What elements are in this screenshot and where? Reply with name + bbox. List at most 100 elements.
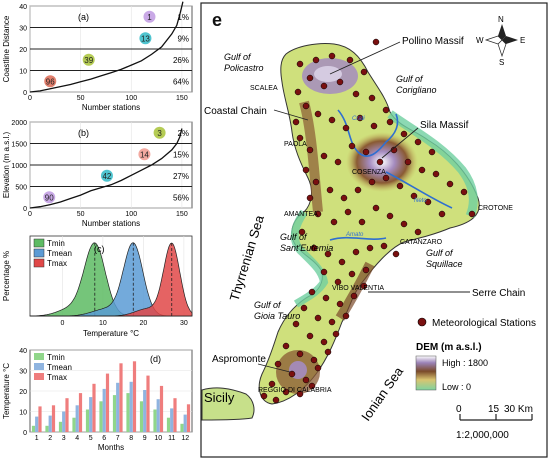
- compass-icon: N E S W: [476, 15, 525, 67]
- x-tick-label: 1: [35, 435, 39, 442]
- svg-text:S: S: [499, 58, 504, 67]
- y-axis-label: Percentage %: [2, 251, 11, 301]
- sicily-landmass: [201, 387, 255, 421]
- legend-entry: Tmax: [47, 259, 67, 268]
- station-marker: [386, 212, 394, 220]
- bar: [143, 390, 147, 432]
- station-marker: [404, 158, 412, 166]
- label-coastal-chain: Coastal Chain: [204, 106, 267, 117]
- bar: [38, 406, 42, 432]
- coastal-chain-highland: [299, 100, 323, 213]
- x-axis-label: Number stations: [82, 103, 140, 112]
- bar: [186, 404, 191, 432]
- station-marker: [348, 270, 356, 278]
- station-marker: [400, 130, 408, 138]
- legend-entry: Tmean: [47, 363, 72, 372]
- band-percentage-label: 2%: [177, 129, 189, 138]
- count-circle-label: 90: [45, 193, 54, 202]
- band-percentage-label: 27%: [173, 172, 189, 181]
- station-marker: [382, 106, 390, 114]
- station-marker: [328, 116, 336, 124]
- station-marker: [348, 142, 356, 150]
- station-marker: [328, 318, 336, 326]
- legend-entry: Tmin: [47, 353, 65, 362]
- legend-swatch: [34, 373, 44, 380]
- y-tick-label: 40: [19, 4, 27, 11]
- station-marker: [294, 88, 302, 96]
- station-marker: [306, 194, 314, 202]
- label-amantea: AMANTEA: [284, 211, 318, 218]
- chart-b: 2% 15% 27% 56% 3 14 42 90 (b) 0 500 1000 1500 2000 0 50…: [2, 120, 193, 228]
- bar: [51, 405, 56, 432]
- band-percentage-label: 26%: [173, 56, 189, 65]
- station-marker: [362, 266, 370, 274]
- band-percentage-label: 56%: [173, 193, 189, 202]
- station-marker: [362, 148, 370, 156]
- count-circle: [100, 169, 113, 182]
- bar: [78, 393, 83, 432]
- station-marker: [314, 364, 322, 372]
- legend-dem-low: Low : 0: [442, 382, 471, 392]
- station-marker: [432, 170, 440, 178]
- station-marker: [274, 360, 282, 368]
- station-marker: [330, 218, 338, 226]
- station-marker: [334, 158, 342, 166]
- bar: [58, 421, 63, 433]
- callout-line: [273, 109, 309, 121]
- station-marker: [468, 210, 476, 218]
- x-tick-label: 2: [48, 435, 52, 442]
- x-tick-label: 11: [168, 435, 175, 442]
- y-tick-label: 20: [19, 47, 27, 54]
- gulf-line-2: Gioia Tauro: [254, 311, 300, 321]
- station-marker: [282, 342, 290, 350]
- count-circle-label: 1: [147, 13, 152, 22]
- station-marker: [288, 370, 296, 378]
- legend-stations: Meteorological Stations: [432, 318, 536, 329]
- y-axis-label: Elevation (m a.s.l.): [2, 132, 11, 199]
- x-tick-label: 7: [116, 435, 120, 442]
- y-tick-label: 20: [19, 389, 27, 396]
- station-marker: [360, 68, 368, 76]
- station-marker: [336, 78, 344, 86]
- y-tick-label: 30: [19, 369, 27, 376]
- station-marker: [334, 278, 342, 286]
- count-circle-label: 3: [157, 129, 162, 138]
- label-crotone: CROTONE: [478, 205, 513, 212]
- count-circle: [139, 32, 152, 45]
- panel-label: (c): [94, 244, 105, 254]
- x-tick-label: 10: [99, 320, 107, 327]
- x-tick-label: 0: [60, 320, 64, 327]
- bar: [173, 398, 177, 432]
- count-circle: [143, 10, 156, 23]
- station-marker: [306, 146, 314, 154]
- gulf-line-2: Corigliano: [396, 85, 437, 95]
- bar: [65, 398, 69, 432]
- station-marker: [410, 192, 418, 200]
- legend-swatch: [34, 363, 44, 370]
- station-marker: [310, 244, 318, 252]
- station-marker: [400, 220, 408, 228]
- station-marker: [268, 380, 276, 388]
- station-marker: [428, 148, 436, 156]
- bar: [89, 397, 93, 432]
- x-axis-label: Number stations: [82, 219, 140, 228]
- panel-label: (b): [78, 128, 89, 138]
- chart-d: 1 2 3 4 5 6 7 8 9 10 11 12TminTmeanTmax(d)010203040…: [2, 348, 193, 452]
- x-tick-label: 4: [75, 435, 79, 442]
- station-marker: [342, 312, 350, 320]
- x-tick-label: 10: [154, 435, 162, 442]
- label-aspromonte: Aspromonte: [212, 354, 266, 365]
- bar: [156, 399, 160, 432]
- count-circle-label: 39: [84, 56, 93, 65]
- x-axis-label: Months: [98, 443, 124, 452]
- station-marker: [314, 110, 322, 118]
- gulf-line-1: Gulf of: [224, 52, 252, 62]
- band-percentage-label: 1%: [177, 13, 189, 22]
- dem-colorbar: [415, 355, 437, 391]
- station-marker: [296, 60, 304, 68]
- x-tick-label: 6: [102, 435, 106, 442]
- chart-a: 1% 9% 26% 64% 1 13 39 96 (a) 0 10 20 30 40 0 50 100 150 Nu…: [2, 1, 193, 112]
- label-squillace: Gulf of Squillace: [426, 248, 463, 269]
- y-tick-label: 2000: [11, 120, 27, 127]
- scalebar-tick-0: 0: [456, 404, 462, 415]
